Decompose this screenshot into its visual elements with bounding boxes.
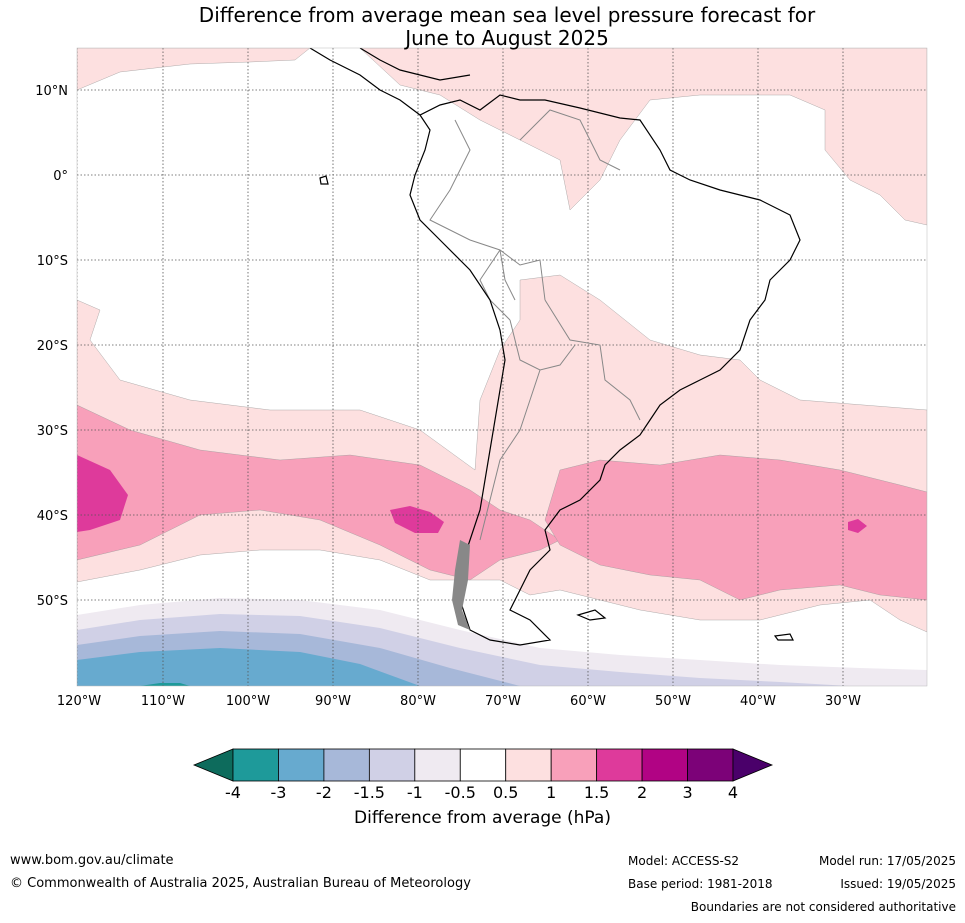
model-text: Model: ACCESS-S2 — [628, 854, 740, 868]
lat-label: 10°S — [37, 254, 68, 269]
lon-label: 50°W — [655, 694, 691, 709]
colorbar-tick-label: 1.5 — [584, 783, 609, 802]
lon-label: 40°W — [740, 694, 776, 709]
coastlines — [309, 48, 801, 646]
colorbar-tick-label: 3 — [682, 783, 692, 802]
lon-label: 30°W — [825, 694, 861, 709]
colorbar-segment — [687, 748, 734, 782]
colorbar-segment — [550, 748, 598, 782]
colorbar-extend-low — [192, 748, 234, 782]
lat-label: 0° — [53, 169, 68, 184]
title-line-1: Difference from average mean sea level p… — [198, 3, 816, 27]
anomaly-east-pink — [544, 454, 927, 601]
lat-label: 10°N — [35, 84, 68, 99]
colorbar-tick-label: -4 — [225, 783, 241, 802]
anomaly-field — [77, 48, 927, 686]
lat-label: 50°S — [37, 594, 68, 609]
lon-label: 90°W — [315, 694, 351, 709]
gridlines — [77, 48, 927, 686]
colorbar-segment — [505, 748, 552, 782]
colorbar-segment — [641, 748, 688, 782]
colorbar-segment — [323, 748, 370, 782]
colorbar-tick-label: -1.5 — [354, 783, 385, 802]
colorbar-tick-label: -3 — [270, 783, 286, 802]
anomaly-neg-3 — [140, 683, 190, 686]
legend-title: Difference from average (hPa) — [354, 808, 611, 828]
colorbar-tick-label: -2 — [316, 783, 332, 802]
lon-label: 110°W — [141, 694, 185, 709]
anomaly-strong-east — [848, 519, 867, 533]
issued-text: Issued: 19/05/2025 — [840, 877, 956, 891]
disclaimer-text: Boundaries are not considered authoritat… — [690, 900, 956, 914]
anomaly-strong-west — [77, 455, 128, 532]
lat-label: 20°S — [37, 339, 68, 354]
colorbar-segment — [368, 748, 416, 782]
lat-label: 30°S — [37, 424, 68, 439]
colorbar-tick-label: 4 — [728, 783, 738, 802]
colorbar-segment — [232, 748, 279, 782]
website-text: www.bom.gov.au/climate — [10, 853, 174, 868]
latitude-labels: 10°N 0° 10°S 20°S 30°S 40°S 50°S — [35, 84, 68, 609]
page-title: Difference from average mean sea level p… — [0, 4, 965, 50]
colorbar-extend-high — [732, 748, 774, 782]
colorbar: -4 -3 -2 -1.5 -1 -0.5 0.5 1 1.5 2 3 4 — [192, 748, 774, 802]
colorbar-tick-label: -1 — [407, 783, 423, 802]
anomaly-west-pink — [77, 404, 561, 581]
anomaly-north-pink — [77, 48, 927, 226]
lon-label: 70°W — [485, 694, 521, 709]
lon-label: 80°W — [400, 694, 436, 709]
colorbar-segment — [596, 748, 643, 782]
colorbar-tick-label: 2 — [637, 783, 647, 802]
archipelago — [452, 540, 470, 630]
colorbar-tick-label: 0.5 — [493, 783, 518, 802]
title-line-2: June to August 2025 — [405, 26, 609, 50]
anomaly-strong-center — [390, 506, 444, 533]
colorbar-segment — [414, 748, 461, 782]
colorbar-tick-label: -0.5 — [445, 783, 476, 802]
colorbar-tick-label: 1 — [546, 783, 556, 802]
colorbar-segment — [459, 748, 507, 782]
lat-label: 40°S — [37, 509, 68, 524]
copyright-text: © Commonwealth of Australia 2025, Austra… — [10, 876, 471, 891]
lon-label: 120°W — [57, 694, 101, 709]
country-borders — [429, 109, 641, 541]
longitude-labels: 120°W 110°W 100°W 90°W 80°W 70°W 60°W 50… — [57, 694, 861, 709]
colorbar-segment — [278, 748, 325, 782]
lon-label: 60°W — [570, 694, 606, 709]
model-run-text: Model run: 17/05/2025 — [818, 854, 956, 868]
base-period-text: Base period: 1981-2018 — [628, 877, 773, 891]
lon-label: 100°W — [226, 694, 270, 709]
